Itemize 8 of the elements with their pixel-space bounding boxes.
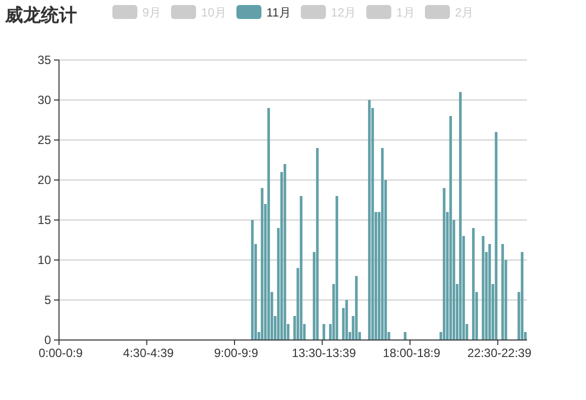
x-tick-label: 9:00-9:9 [214, 346, 258, 360]
x-tick-label: 0:00-0:9 [38, 346, 83, 360]
x-tick-label: 13:30-13:39 [292, 346, 356, 360]
x-tick-label: 22:30-22:39 [467, 346, 532, 360]
title: 威龙统计 [5, 5, 77, 25]
x-tick-label: 18:00-18:9 [382, 346, 441, 360]
legend-label: 11月 [266, 6, 291, 20]
x-tick-label: 4:30-4:39 [123, 346, 174, 360]
